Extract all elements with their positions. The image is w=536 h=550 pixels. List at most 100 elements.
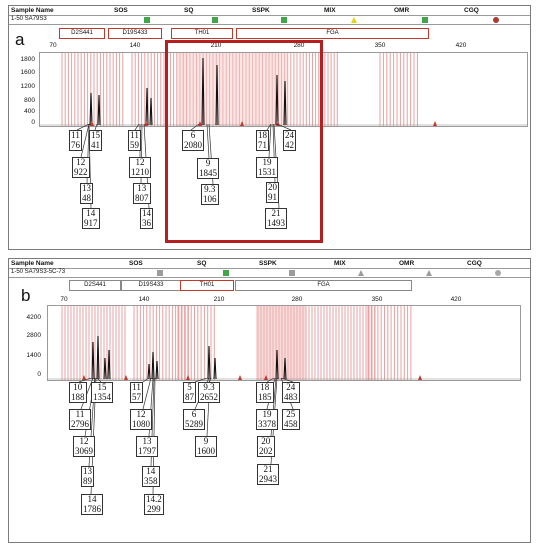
mix-warning-icon	[351, 17, 357, 23]
allele-label[interactable]: 6 5289	[183, 409, 205, 430]
allele-label[interactable]: 14 36	[140, 208, 153, 229]
allele-label[interactable]: 20 91	[266, 182, 279, 203]
allele-label[interactable]: 15 41	[89, 130, 102, 151]
allele-label[interactable]: 11 59	[128, 130, 141, 151]
allele-label[interactable]: 13 48	[80, 183, 93, 204]
shaded-region	[177, 53, 287, 126]
allele-label[interactable]: 12 1210	[129, 157, 151, 178]
allele-label[interactable]: 24 483	[282, 382, 300, 403]
ruler-tick: 140	[138, 296, 150, 303]
marker-fga[interactable]: FGA	[235, 280, 412, 291]
allele-label[interactable]: 10 188	[69, 382, 87, 403]
allele-label[interactable]: 9.3 2652	[198, 382, 220, 403]
peak-flags	[90, 121, 437, 126]
cgq-status-icon	[495, 270, 501, 276]
y-tick: 2800	[26, 332, 41, 339]
allele-label[interactable]: 11 76	[69, 130, 82, 151]
omr-status-icon	[422, 17, 428, 23]
col-sq: SQ	[184, 6, 194, 14]
sample-row[interactable]: 1-50 SA79S3-5C-73	[9, 269, 530, 278]
peak-trace	[89, 57, 287, 126]
allele-label[interactable]: 18 185	[256, 382, 274, 403]
allele-label[interactable]: 6 2080	[182, 130, 204, 151]
allele-label[interactable]: 11 57	[130, 382, 143, 403]
col-omr: OMR	[394, 6, 410, 14]
sq-status-icon	[223, 270, 229, 276]
sos-status-icon	[144, 17, 150, 23]
allele-label[interactable]: 13 807	[133, 183, 151, 204]
ruler-tick: 280	[291, 296, 303, 303]
allele-label[interactable]: 24 42	[283, 130, 296, 151]
allele-label[interactable]: 19 1531	[256, 157, 278, 178]
size-ruler: 70 140 210 280 350 420	[9, 42, 530, 50]
panel-letter: b	[21, 286, 31, 305]
allele-label[interactable]: 14.2 299	[144, 494, 164, 515]
panel-letter: a	[15, 30, 25, 49]
marker-th01[interactable]: TH01	[180, 280, 234, 291]
allele-label[interactable]: 15 1354	[91, 382, 113, 403]
marker-d19s433[interactable]: D19S433	[108, 28, 162, 39]
allele-label[interactable]: 9 1845	[197, 158, 219, 179]
y-tick: 800	[24, 97, 35, 104]
marker-d19s433[interactable]: D19S433	[121, 280, 181, 291]
allele-label[interactable]: 21 2943	[257, 464, 279, 485]
electropherogram-plot[interactable]	[47, 305, 521, 381]
cgq-status-icon	[493, 17, 499, 23]
col-sos: SOS	[114, 6, 128, 14]
allele-label[interactable]: 20 202	[257, 436, 275, 457]
allele-label[interactable]: 12 922	[72, 157, 90, 178]
ruler-tick: 70	[60, 296, 68, 303]
highlight-box	[165, 40, 323, 243]
allele-label[interactable]: 12 3069	[73, 436, 95, 457]
allele-label[interactable]: 19 3378	[256, 409, 278, 430]
sample-name: 1-50 SA79S3-5C-73	[11, 269, 66, 275]
ruler-tick: 350	[374, 42, 386, 49]
marker-d2s441[interactable]: D2S441	[59, 28, 105, 39]
electropherogram-trace	[48, 306, 520, 380]
peak-flags	[82, 375, 422, 380]
col-sample-name: Sample Name	[11, 259, 54, 267]
y-tick: 1800	[20, 56, 35, 63]
ruler-tick: 70	[49, 42, 57, 49]
allele-label[interactable]: 13 89	[81, 466, 94, 487]
electropherogram-plot[interactable]	[39, 52, 528, 127]
sspk-status-icon	[289, 270, 295, 276]
col-sspk: SSPK	[259, 259, 277, 267]
y-tick: 0	[37, 371, 41, 378]
allele-label[interactable]: 5 87	[183, 382, 196, 403]
col-sample-name: Sample Name	[11, 6, 54, 14]
y-tick: 0	[31, 119, 35, 126]
col-mix: MIX	[334, 259, 346, 267]
allele-label[interactable]: 14 917	[82, 208, 100, 229]
sample-name: 1-50 SA79S3	[11, 16, 47, 22]
ruler-tick: 280	[293, 42, 305, 49]
sample-row[interactable]: 1-50 SA79S3	[9, 16, 530, 25]
panel-b: Sample Name SOS SQ SSPK MIX OMR CGQ 1-50…	[8, 258, 531, 543]
sos-status-icon	[157, 270, 163, 276]
col-sspk: SSPK	[252, 6, 270, 14]
marker-d2s441[interactable]: D2S441	[69, 280, 121, 291]
allele-label[interactable]: 18 71	[256, 130, 269, 151]
peak-trace	[91, 335, 287, 380]
omr-status-icon	[426, 270, 432, 276]
col-omr: OMR	[399, 259, 415, 267]
col-cgq: CGQ	[464, 6, 479, 14]
allele-label[interactable]: 13 1797	[136, 436, 158, 457]
allele-label[interactable]: 14 1786	[81, 494, 103, 515]
allele-bins	[61, 306, 412, 380]
allele-label[interactable]: 11 2796	[69, 409, 91, 430]
allele-label[interactable]: 12 1080	[130, 409, 152, 430]
allele-label[interactable]: 21 1493	[265, 208, 287, 229]
header-row: Sample Name SOS SQ SSPK MIX OMR CGQ	[9, 6, 530, 16]
allele-label[interactable]: 25 458	[282, 409, 300, 430]
y-tick: 400	[24, 108, 35, 115]
y-tick: 4200	[26, 314, 41, 321]
allele-label[interactable]: 9.3 106	[201, 184, 219, 205]
marker-fga[interactable]: FGA	[236, 28, 429, 39]
ruler-tick: 420	[450, 296, 462, 303]
ruler-tick: 420	[455, 42, 467, 49]
allele-label[interactable]: 9 1600	[195, 436, 217, 457]
mix-status-icon	[358, 270, 364, 276]
allele-label[interactable]: 14 358	[142, 466, 160, 487]
marker-th01[interactable]: TH01	[171, 28, 233, 39]
